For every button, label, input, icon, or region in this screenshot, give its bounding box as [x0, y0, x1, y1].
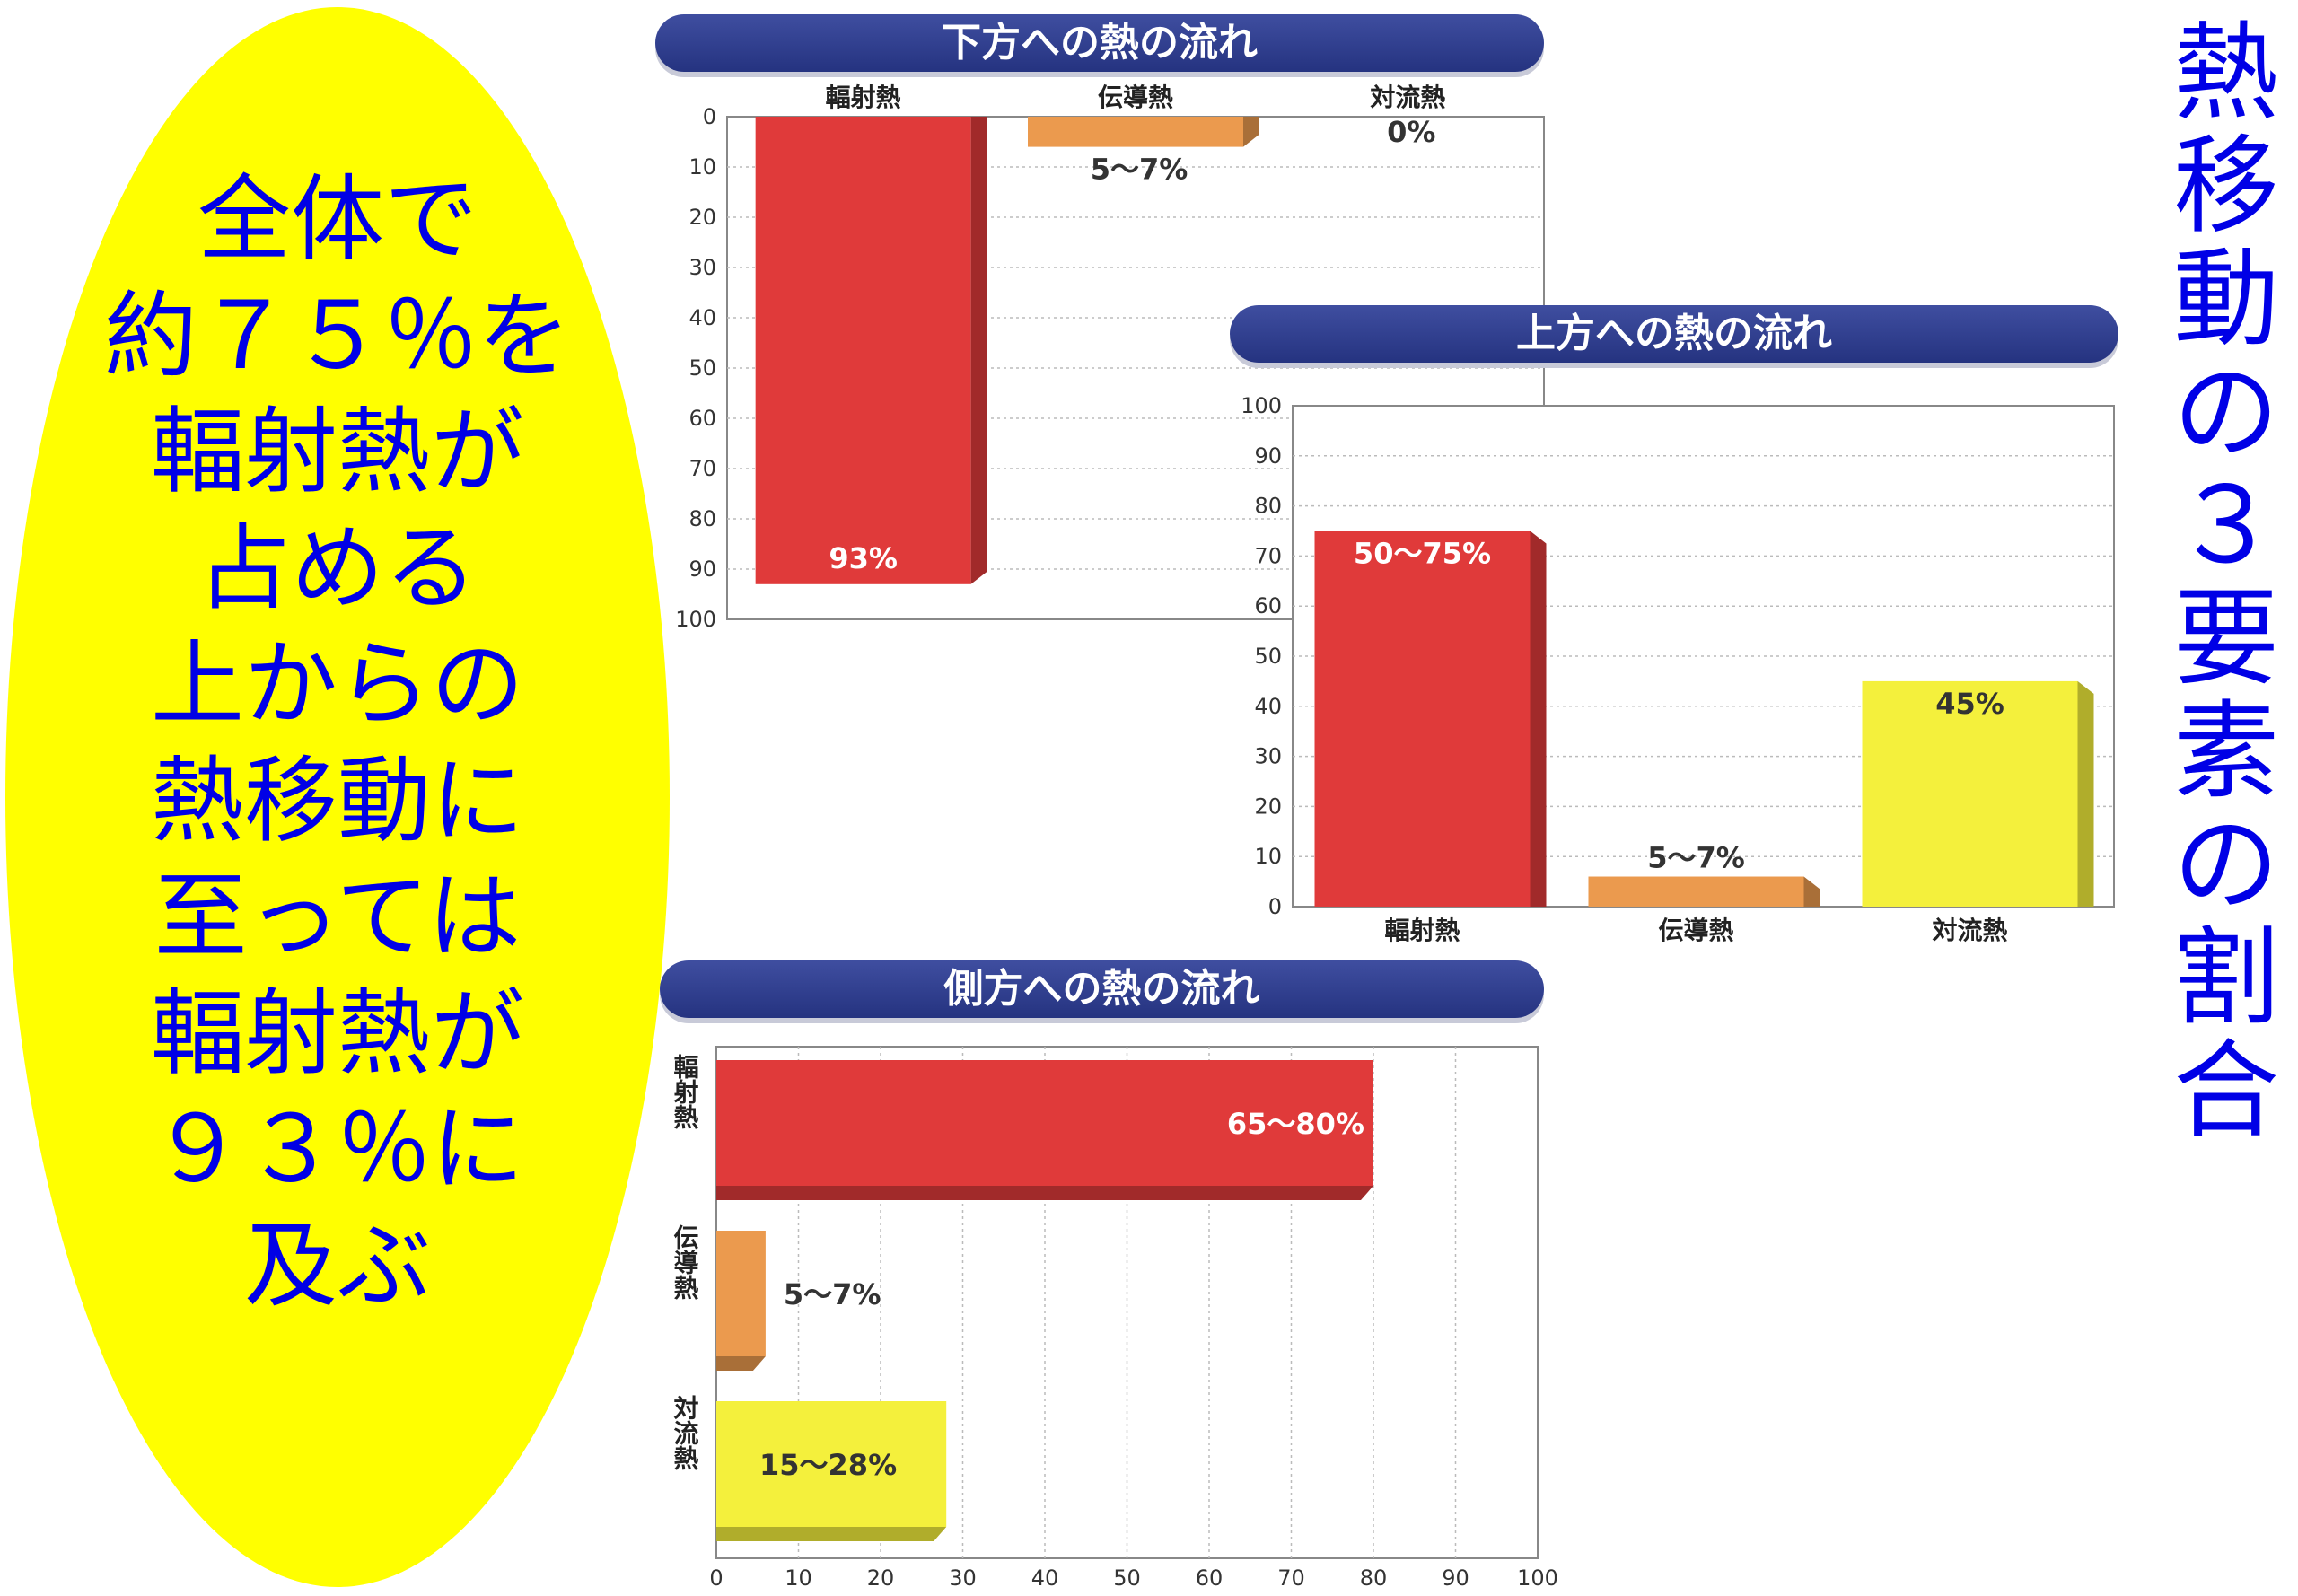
x-tick-label: 70	[1277, 1565, 1305, 1591]
bar	[716, 1401, 947, 1527]
y-tick-label: 40	[689, 305, 716, 330]
y-tick-label: 30	[689, 255, 716, 280]
y-tick-label: 50	[689, 355, 716, 381]
x-tick-label: 0	[709, 1565, 723, 1591]
note-line: 約７５％を	[103, 280, 571, 390]
x-tick-label: 100	[1517, 1565, 1558, 1591]
bar	[1862, 680, 2078, 907]
x-tick-label: 40	[1031, 1565, 1059, 1591]
bar	[755, 117, 971, 584]
y-tick-label: 80	[1254, 494, 1282, 519]
value-label: 5〜7%	[1091, 153, 1188, 187]
y-tick-label: 40	[1254, 694, 1282, 719]
chart-upward: 0 10 20 30 40 50 60 70 80 90 100 輻射熱 50〜75% 伝導熱 5〜7% 対流…	[1241, 393, 2115, 945]
chart-downward: 0 10 20 30 40 50 60 70 80 90 100 輻射熱 93% 伝導熱 5〜7% 対流熱 0%	[675, 83, 1545, 632]
x-tick-label: 80	[1360, 1565, 1388, 1591]
category-label: 伝導熱	[671, 1224, 700, 1301]
chart-title-lateral: 側方への熱の流れ	[660, 960, 1544, 1018]
y-tick-label: 0	[1268, 894, 1282, 919]
value-label: 0%	[1387, 115, 1435, 149]
value-label: 93%	[829, 541, 898, 575]
note-line: 全体で	[197, 164, 478, 274]
chart-title-upward: 上方への熱の流れ	[1230, 305, 2118, 363]
side-title-char: 動	[2172, 237, 2279, 361]
bar	[1314, 531, 1531, 907]
y-tick-label: 100	[675, 607, 716, 632]
note-line: 占める	[197, 513, 478, 623]
y-tick-label: 100	[1241, 393, 1282, 418]
note-line: 及ぶ	[243, 1210, 431, 1320]
bar-side	[716, 1186, 1373, 1200]
category-label: 対流熱	[671, 1395, 700, 1471]
y-tick-label: 70	[689, 456, 716, 481]
y-tick-label: 10	[689, 154, 716, 180]
y-tick-label: 60	[689, 406, 716, 431]
side-title-char: 割	[2172, 916, 2279, 1039]
y-tick-label: 50	[1254, 644, 1282, 669]
bar-side	[716, 1527, 947, 1541]
bar	[1588, 876, 1804, 907]
note-line: 至っては	[153, 862, 522, 971]
value-label: 5〜7%	[784, 1277, 881, 1311]
x-tick-label: 60	[1196, 1565, 1224, 1591]
bar-side	[970, 117, 987, 584]
category-label: 輻射熱	[1384, 916, 1460, 945]
y-tick-label: 90	[689, 557, 716, 582]
note-line: 上からの	[150, 629, 524, 739]
bar-side	[2077, 680, 2094, 907]
side-title-char: の	[2172, 802, 2279, 926]
side-title-char: ３	[2172, 463, 2279, 587]
side-title-char: 移	[2172, 124, 2279, 248]
bar	[1028, 117, 1243, 147]
note-ellipse	[5, 7, 670, 1587]
y-tick-label: 80	[689, 506, 716, 531]
bar-side	[1803, 876, 1820, 907]
side-title-char: 要	[2172, 576, 2279, 700]
side-title-char: 熱	[2172, 11, 2279, 135]
note-line: 熱移動に	[150, 745, 524, 855]
y-tick-label: 20	[689, 205, 716, 230]
y-tick-label: 20	[1254, 794, 1282, 819]
x-tick-label: 10	[785, 1565, 812, 1591]
category-label: 伝導熱	[1098, 83, 1173, 112]
bar-side	[716, 1356, 766, 1371]
value-label: 15〜28%	[759, 1448, 897, 1482]
bar-side	[1243, 117, 1259, 147]
value-label: 5〜7%	[1647, 841, 1745, 875]
y-tick-label: 30	[1254, 744, 1282, 769]
side-title-char: 素	[2172, 689, 2279, 813]
side-title-char: 合	[2172, 1029, 2279, 1153]
category-label: 対流熱	[1932, 916, 2007, 945]
value-label: 65〜80%	[1227, 1107, 1364, 1141]
y-tick-label: 10	[1254, 844, 1282, 869]
bar-side	[1530, 531, 1547, 907]
category-label: 対流熱	[1370, 83, 1445, 112]
y-tick-label: 90	[1254, 443, 1282, 469]
category-label: 伝導熱	[1658, 916, 1733, 945]
note-line: 輻射熱が	[150, 397, 524, 506]
y-tick-label: 0	[703, 104, 716, 129]
note-line: ９３％に	[150, 1094, 524, 1204]
chart-title-downward: 下方への熱の流れ	[655, 14, 1544, 72]
y-tick-label: 60	[1254, 593, 1282, 618]
chart-lateral: 0 10 20 30 40 50 60 70 80 90 100 輻射熱 65〜80% 伝導熱 5〜7% 対流…	[671, 1046, 1558, 1591]
y-tick-label: 70	[1254, 543, 1282, 568]
bar	[716, 1060, 1373, 1186]
x-tick-label: 30	[949, 1565, 977, 1591]
category-label: 輻射熱	[826, 83, 901, 112]
x-tick-label: 20	[867, 1565, 895, 1591]
note-line: 輻射熱が	[150, 978, 524, 1088]
x-tick-label: 90	[1442, 1565, 1469, 1591]
x-tick-label: 50	[1113, 1565, 1141, 1591]
category-label: 輻射熱	[671, 1054, 700, 1130]
note-text: 全体で 約７５％を 輻射熱が 占める 上からの 熱移動に 至っては 輻射熱が ９３％に 及ぶ	[5, 162, 670, 1324]
side-title-char: の	[2172, 350, 2279, 474]
value-label: 45%	[1935, 687, 2004, 721]
value-label: 50〜75%	[1354, 537, 1491, 571]
bar	[716, 1231, 766, 1356]
